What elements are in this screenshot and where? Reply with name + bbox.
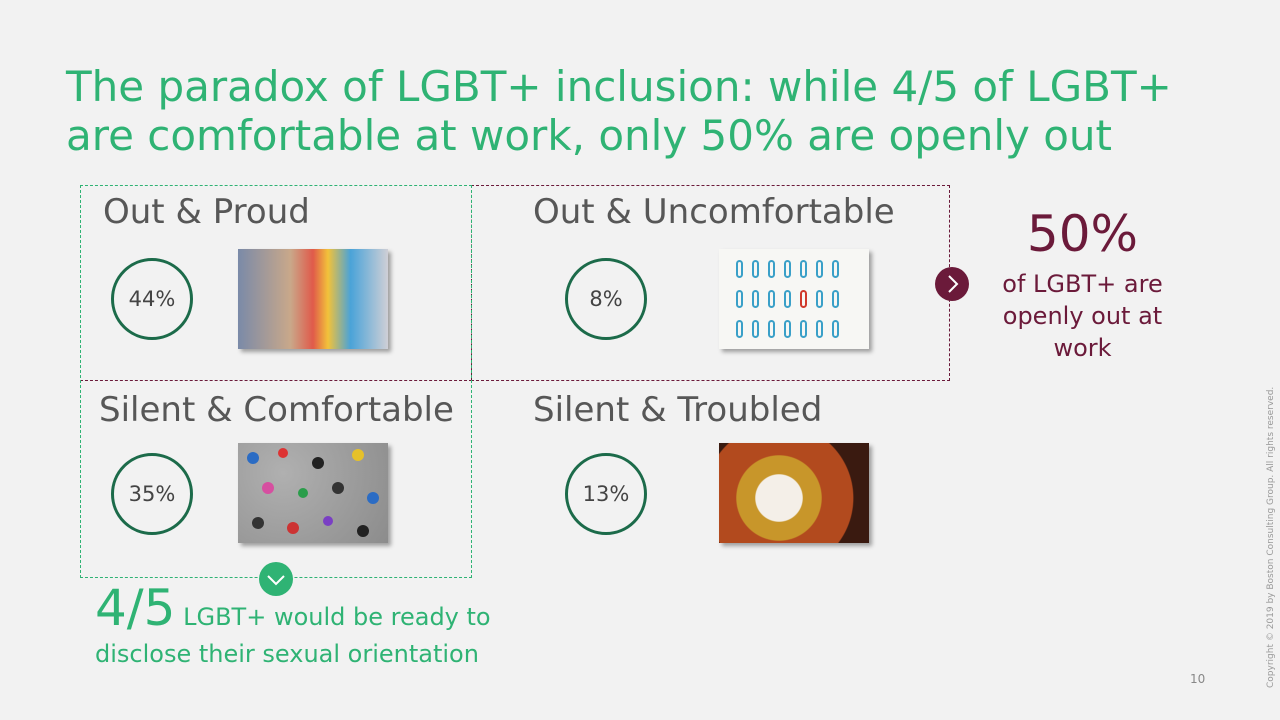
photo-umbrellas [238,443,388,543]
comfort-text: LGBT+ would be ready to disclose their s… [95,603,491,668]
photo-clips [719,249,869,349]
umbrellas [247,448,379,537]
share-ring: 8% [565,258,647,340]
comfort-callout: 4/5 LGBT+ would be ready to disclose the… [95,583,515,673]
out-box-edge [80,380,472,381]
page-number: 10 [1190,672,1206,686]
quadrant-label: Out & Proud [103,192,310,232]
share-ring: 44% [111,258,193,340]
share-ring: 13% [565,453,647,535]
share-ring: 35% [111,453,193,535]
out-arrow [935,267,969,301]
out-text: of LGBT+ are openly out at work [1002,270,1163,362]
quadrant-label: Silent & Comfortable [99,390,454,430]
out-figure: 50% [1026,205,1139,263]
quadrant-label: Silent & Troubled [533,390,823,430]
quadrant-label: Out & Uncomfortable [533,192,895,232]
slide-title: The paradox of LGBT+ inclusion: while 4/… [66,62,1172,160]
comfort-arrow [259,562,293,596]
comfort-figure: 4/5 [95,579,176,637]
clips [736,260,839,338]
photo-pride [238,249,388,349]
copyright: Copyright © 2019 by Boston Consulting Gr… [1266,386,1276,688]
photo-mask [719,443,869,543]
